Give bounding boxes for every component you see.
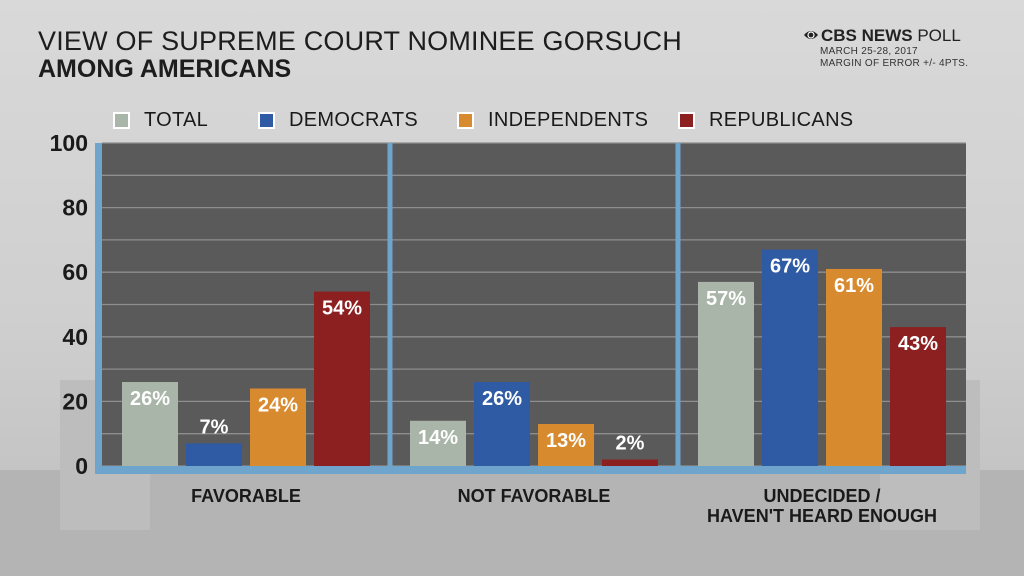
x-axis-line [95,466,966,474]
data-label: 57% [706,288,746,310]
legend-item-total: TOTAL [113,108,208,132]
data-label: 24% [258,394,298,416]
brand-logo: CBS NEWS POLL [803,26,961,46]
data-label: 14% [418,427,458,449]
y-tick-label: 100 [50,130,88,156]
y-tick-label: 60 [62,259,88,285]
bar-total [410,420,466,466]
y-tick-label: 40 [62,324,88,350]
x-category-label: FAVORABLE [191,486,301,506]
y-axis-line [95,143,102,474]
poll-date: MARCH 25-28, 2017 [820,46,918,57]
x-category-label: HAVEN'T HEARD ENOUGH [707,506,937,526]
x-category-label: UNDECIDED / [763,486,880,506]
data-label: 2% [616,433,645,455]
y-tick-label: 0 [75,453,88,479]
bar-democrats [186,443,242,466]
legend-swatch-independents [457,111,474,129]
group-separator [387,143,393,466]
margin-of-error: MARGIN OF ERROR +/- 4PTS. [820,58,969,69]
legend-swatch-democrats [258,111,275,129]
data-label: 26% [130,388,170,410]
y-tick-label: 80 [62,195,88,221]
legend-label-republicans: REPUBLICANS [709,108,854,131]
data-label: 61% [834,275,874,297]
legend-label-total: TOTAL [144,108,209,131]
legend-item-independents: INDEPENDENTS [457,108,648,132]
bar-independents [250,388,306,466]
legend-swatch-republicans [678,111,695,129]
bar-total [698,281,754,466]
bar-republicans [314,291,370,466]
chart-title-line2: AMONG AMERICANS [38,55,292,83]
legend-label-democrats: DEMOCRATS [289,108,418,131]
legend-item-democrats: DEMOCRATS [258,108,418,132]
data-label: 13% [546,430,586,452]
bar-democrats [762,249,818,466]
legend-item-republicans: REPUBLICANS [678,108,853,132]
data-label: 67% [770,256,810,278]
bar-independents [826,268,882,466]
bar-republicans [890,327,946,466]
bar-republicans [602,459,658,466]
bar-democrats [474,382,530,466]
bar-total [122,382,178,466]
data-label: 26% [482,388,522,410]
data-label: 54% [322,298,362,320]
legend-label-independents: INDEPENDENTS [488,108,649,131]
data-label: 7% [200,416,229,438]
group-separator [675,143,681,466]
cbs-eye-icon [804,31,818,39]
y-tick-label: 20 [62,388,88,414]
bar-independents [538,424,594,466]
chart-legend: TOTAL DEMOCRATS INDEPENDENTS REPUBLICANS [0,108,1024,132]
chart-title-line1: VIEW OF SUPREME COURT NOMINEE GORSUCH [38,26,682,56]
x-category-label: NOT FAVORABLE [458,486,611,506]
data-label: 43% [898,333,938,355]
brand-name: CBS NEWS [821,26,913,45]
brand-poll: POLL [912,26,961,45]
legend-swatch-total [113,111,130,129]
